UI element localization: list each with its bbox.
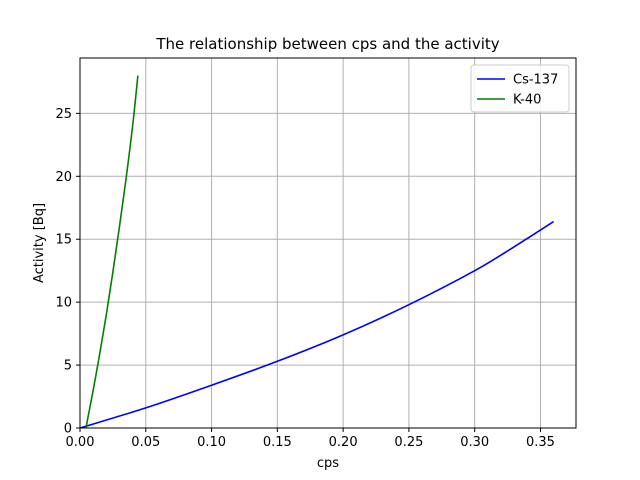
x-tick-label: 0.25 xyxy=(394,435,423,450)
x-tick-label: 0.00 xyxy=(66,435,95,450)
x-tick-label: 0.35 xyxy=(526,435,555,450)
plot-area xyxy=(80,58,576,428)
series-line-cs-137 xyxy=(80,220,555,428)
x-axis-title: cps xyxy=(317,456,339,471)
ticks: 0.00 0.05 0.10 0.15 0.20 0.25 0.30 0.35 0 5 10 15 20… xyxy=(55,107,555,450)
y-tick-label: 20 xyxy=(55,170,72,185)
y-tick-label: 15 xyxy=(55,233,72,248)
x-tick-label: 0.15 xyxy=(263,435,292,450)
legend-label: K-40 xyxy=(513,93,541,108)
series-line-k-40 xyxy=(85,75,139,428)
series-layer xyxy=(80,75,555,428)
chart-title: The relationship between cps and the act… xyxy=(155,35,499,53)
x-tick-label: 0.20 xyxy=(329,435,358,450)
plot-frame xyxy=(79,57,577,429)
legend-box xyxy=(470,64,570,113)
x-tick-label: 0.05 xyxy=(131,435,160,450)
y-tick-label: 10 xyxy=(55,296,72,311)
y-axis-title: Activity [Bq] xyxy=(32,203,47,283)
y-tick-label: 0 xyxy=(64,422,72,437)
legend: Cs-137 K-40 xyxy=(470,64,570,113)
legend-label: Cs-137 xyxy=(513,73,558,88)
x-tick-label: 0.10 xyxy=(197,435,226,450)
y-tick-label: 5 xyxy=(64,359,72,374)
x-tick-label: 0.30 xyxy=(460,435,489,450)
grid xyxy=(79,58,576,429)
y-tick-label: 25 xyxy=(55,107,72,122)
